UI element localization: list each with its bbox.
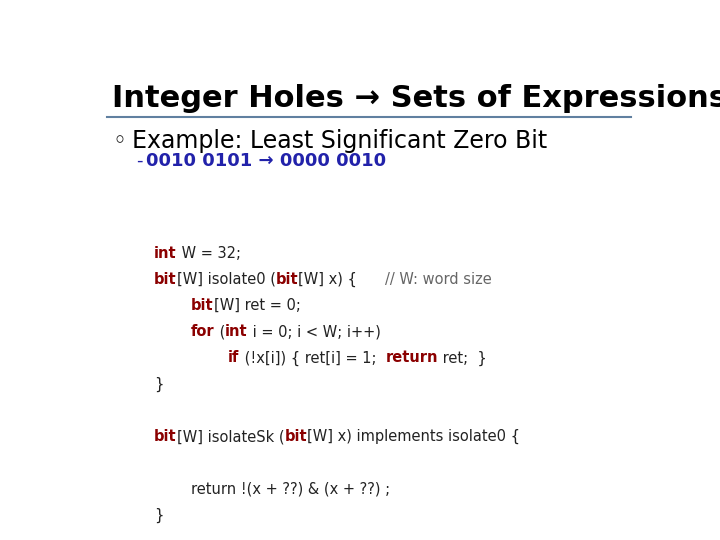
Text: bit: bit — [154, 429, 177, 444]
Text: int: int — [154, 246, 177, 261]
Text: bit: bit — [276, 272, 298, 287]
Text: -: - — [136, 152, 143, 170]
Text: Example: Least Significant Zero Bit: Example: Least Significant Zero Bit — [132, 129, 547, 153]
Text: [W] isolate0 (: [W] isolate0 ( — [177, 272, 276, 287]
Text: [W] x) {: [W] x) { — [298, 272, 385, 287]
Text: bit: bit — [192, 298, 214, 313]
Text: for: for — [192, 324, 215, 339]
Text: [W] isolateSk (: [W] isolateSk ( — [177, 429, 284, 444]
Text: W = 32;: W = 32; — [177, 246, 240, 261]
Text: ◦: ◦ — [112, 129, 126, 153]
Text: bit: bit — [154, 272, 177, 287]
Text: i = 0; i < W; i++): i = 0; i < W; i++) — [248, 324, 381, 339]
Text: [W] x) implements isolate0 {: [W] x) implements isolate0 { — [307, 429, 520, 444]
Text: }: } — [154, 508, 163, 523]
Text: 0010 0101 → 0000 0010: 0010 0101 → 0000 0010 — [145, 152, 386, 170]
Text: ret;  }: ret; } — [438, 350, 487, 366]
Text: Integer Holes → Sets of Expressions: Integer Holes → Sets of Expressions — [112, 84, 720, 112]
Text: (: ( — [215, 324, 225, 339]
Text: int: int — [225, 324, 248, 339]
Text: (!x[i]) { ret[i] = 1;: (!x[i]) { ret[i] = 1; — [240, 350, 385, 366]
Text: // W: word size: // W: word size — [385, 272, 492, 287]
Text: return !(x + ??) & (x + ??) ;: return !(x + ??) & (x + ??) ; — [154, 482, 390, 496]
Text: if: if — [228, 350, 240, 366]
Text: bit: bit — [284, 429, 307, 444]
Text: }: } — [154, 377, 163, 392]
Text: [W] ret = 0;: [W] ret = 0; — [214, 298, 301, 313]
Text: return: return — [385, 350, 438, 366]
